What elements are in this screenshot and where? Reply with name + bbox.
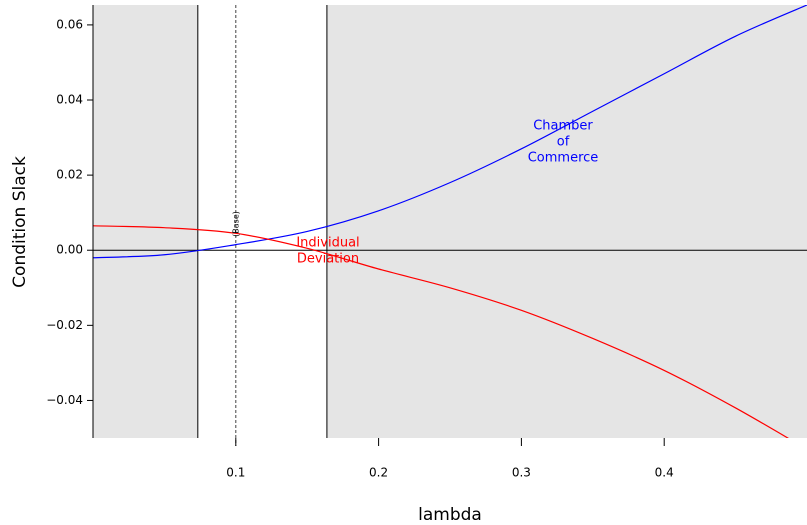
x-tick-label: 0.3 <box>512 466 531 480</box>
y-tick-label: −0.02 <box>46 318 83 332</box>
series-label: Commerce <box>528 151 599 166</box>
shaded-region <box>93 5 198 438</box>
y-tick-label: 0.06 <box>56 17 83 31</box>
x-tick-label: 0.4 <box>655 466 674 480</box>
y-tick-label: 0.02 <box>56 168 83 182</box>
series-line <box>93 5 807 259</box>
x-tick-label: 0.1 <box>226 466 245 480</box>
series-label: of <box>557 135 570 150</box>
reference-label: (Base) <box>231 211 240 237</box>
shaded-region <box>326 5 807 438</box>
x-axis-label: lambda <box>418 505 482 525</box>
series-line <box>93 225 789 438</box>
y-tick-label: 0.04 <box>56 93 83 107</box>
series-label: Individual <box>296 236 359 251</box>
plot-area <box>93 5 807 438</box>
y-axis-label: Condition Slack <box>10 156 30 288</box>
series-label: Chamber <box>533 119 593 134</box>
y-tick-label: −0.04 <box>46 393 83 407</box>
y-tick-label: 0.00 <box>56 243 83 257</box>
series-label: Deviation <box>297 252 359 267</box>
x-tick-label: 0.2 <box>369 466 388 480</box>
